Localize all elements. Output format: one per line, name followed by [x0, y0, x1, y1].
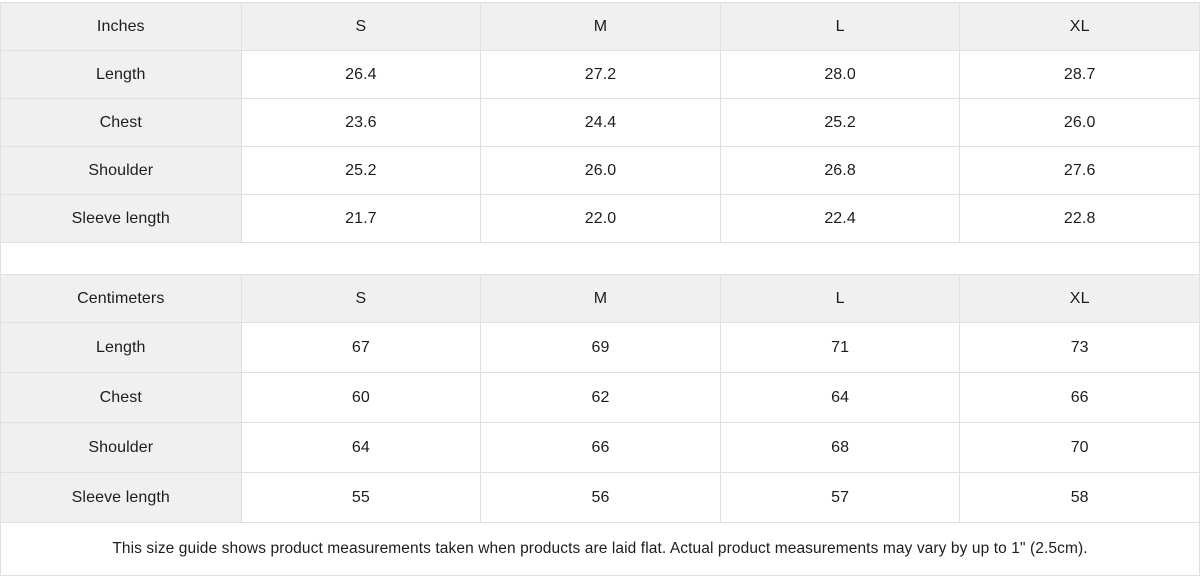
value-cell: 22.4: [719, 195, 960, 243]
size-header-xl: XL: [959, 3, 1199, 51]
size-header-s: S: [240, 3, 481, 51]
value-cell: 71: [719, 323, 960, 373]
value-cell: 64: [719, 373, 960, 423]
value-cell: 22.0: [480, 195, 720, 243]
value-cell: 70: [959, 423, 1199, 473]
value-cell: 69: [480, 323, 720, 373]
size-header-l: L: [719, 275, 960, 323]
value-cell: 64: [240, 423, 481, 473]
size-header-m: M: [480, 275, 720, 323]
value-cell: 26.4: [240, 51, 481, 99]
value-cell: 22.8: [959, 195, 1199, 243]
measurement-note-text: This size guide shows product measuremen…: [112, 540, 1088, 557]
size-header-m: M: [480, 3, 720, 51]
row-label-sleeve-length: Sleeve length: [1, 473, 241, 523]
value-cell: 28.0: [719, 51, 960, 99]
size-table-inches: Inches S M L XL Length 26.4 27.2 28.0 28…: [1, 3, 1199, 243]
row-label-length: Length: [1, 323, 241, 373]
value-cell: 28.7: [959, 51, 1199, 99]
value-cell: 27.2: [480, 51, 720, 99]
value-cell: 58: [959, 473, 1199, 523]
value-cell: 26.0: [959, 99, 1199, 147]
value-cell: 25.2: [240, 147, 481, 195]
row-label-shoulder: Shoulder: [1, 423, 241, 473]
row-label-chest: Chest: [1, 99, 241, 147]
value-cell: 67: [240, 323, 481, 373]
value-cell: 73: [959, 323, 1199, 373]
row-label-chest: Chest: [1, 373, 241, 423]
row-label-length: Length: [1, 51, 241, 99]
value-cell: 24.4: [480, 99, 720, 147]
unit-header-inches: Inches: [1, 3, 241, 51]
value-cell: 26.0: [480, 147, 720, 195]
value-cell: 25.2: [719, 99, 960, 147]
row-label-sleeve-length: Sleeve length: [1, 195, 241, 243]
size-header-xl: XL: [959, 275, 1199, 323]
value-cell: 27.6: [959, 147, 1199, 195]
value-cell: 21.7: [240, 195, 481, 243]
value-cell: 23.6: [240, 99, 481, 147]
size-table-centimeters: Centimeters S M L XL Length 67 69 71 73 …: [1, 274, 1199, 523]
value-cell: 68: [719, 423, 960, 473]
value-cell: 26.8: [719, 147, 960, 195]
value-cell: 60: [240, 373, 481, 423]
value-cell: 57: [719, 473, 960, 523]
value-cell: 55: [240, 473, 481, 523]
value-cell: 66: [959, 373, 1199, 423]
row-label-shoulder: Shoulder: [1, 147, 241, 195]
value-cell: 62: [480, 373, 720, 423]
size-header-l: L: [719, 3, 960, 51]
measurement-note: This size guide shows product measuremen…: [1, 523, 1199, 575]
value-cell: 66: [480, 423, 720, 473]
value-cell: 56: [480, 473, 720, 523]
size-header-s: S: [240, 275, 481, 323]
table-spacer: [1, 243, 1199, 274]
unit-header-centimeters: Centimeters: [1, 275, 241, 323]
